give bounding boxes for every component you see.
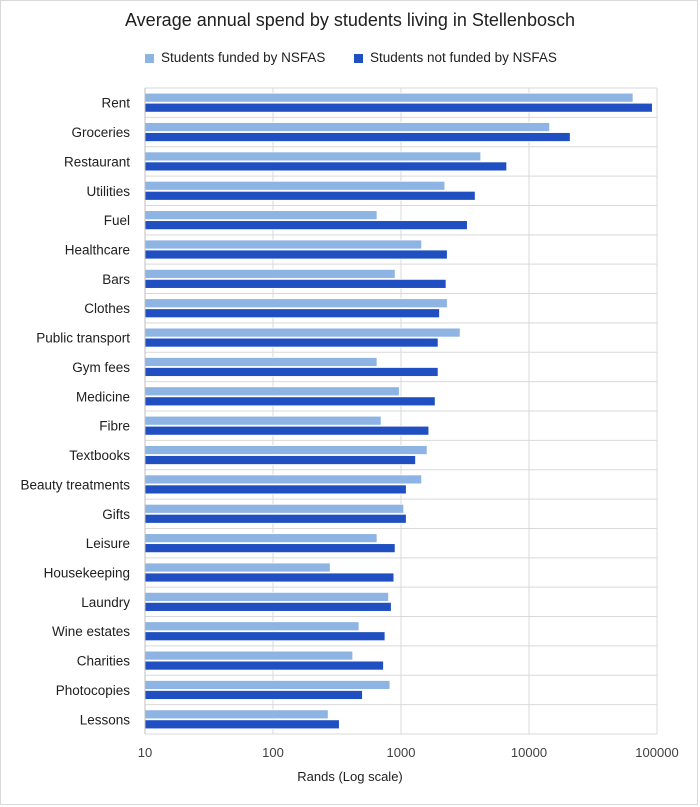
bar-funded	[144, 680, 391, 690]
category-label: Textbooks	[69, 448, 130, 463]
bar-funded	[144, 92, 634, 103]
category-label: Fibre	[99, 419, 130, 434]
category-label: Clothes	[84, 301, 130, 316]
legend-swatch-funded	[145, 54, 154, 63]
bar-not-funded	[144, 543, 396, 554]
bar-not-funded	[144, 337, 439, 348]
category-label: Lessons	[80, 712, 131, 727]
bar-funded	[144, 180, 446, 191]
x-tick-label: 1000	[387, 745, 416, 760]
category-label: Fuel	[104, 213, 130, 228]
bar-not-funded	[144, 631, 386, 642]
bar-not-funded	[144, 601, 392, 612]
gridlines	[144, 87, 658, 735]
bar-not-funded	[144, 161, 508, 172]
category-label: Public transport	[36, 331, 130, 346]
x-tick-label: 10	[138, 745, 152, 760]
bar-funded	[144, 268, 396, 279]
bar-funded	[144, 562, 331, 573]
x-tick-label: 100	[262, 745, 284, 760]
legend-label-funded: Students funded by NSFAS	[161, 50, 326, 65]
bar-funded	[144, 474, 423, 485]
chart-legend: Students funded by NSFAS Students not fu…	[0, 49, 700, 67]
category-label: Rent	[101, 96, 130, 111]
bar-funded	[144, 709, 329, 720]
bar-not-funded	[144, 132, 571, 142]
bar-not-funded	[144, 396, 436, 407]
chart-title: Average annual spend by students living …	[125, 10, 575, 30]
category-label: Bars	[102, 272, 130, 287]
bar-not-funded	[144, 278, 447, 289]
bar-funded	[144, 415, 382, 426]
bar-not-funded	[144, 367, 439, 377]
category-label: Restaurant	[64, 154, 130, 169]
category-label: Wine estates	[52, 624, 130, 639]
bar-not-funded	[144, 719, 340, 730]
category-label: Gifts	[102, 507, 130, 522]
bar-funded	[144, 210, 378, 221]
category-label: Gym fees	[72, 360, 130, 375]
bar-funded	[144, 239, 423, 250]
category-label: Medicine	[76, 389, 130, 404]
y-axis-category-labels: Rent Groceries Restaurant Utilities Fuel Heal…	[20, 96, 130, 728]
legend-label-not-funded: Students not funded by NSFAS	[370, 50, 557, 65]
x-tick-label: 10000	[511, 745, 547, 760]
bar-funded	[144, 122, 551, 132]
bar-funded	[144, 650, 354, 661]
bar-funded	[144, 503, 405, 514]
bar-not-funded	[144, 190, 476, 201]
x-tick-label: 100000	[635, 745, 678, 760]
bar-not-funded	[144, 455, 416, 465]
bar-not-funded	[144, 690, 363, 700]
bar-funded	[144, 357, 378, 367]
bar-not-funded	[144, 249, 448, 260]
bar-not-funded	[144, 660, 384, 671]
category-label: Housekeeping	[44, 566, 130, 581]
bar-not-funded	[144, 102, 653, 113]
category-label: Charities	[77, 654, 131, 669]
bar-funded	[144, 591, 389, 602]
bar-funded	[144, 621, 360, 632]
bar-funded	[144, 298, 448, 309]
bar-funded	[144, 533, 378, 544]
x-axis-title: Rands (Log scale)	[297, 769, 403, 784]
bar-funded	[144, 386, 400, 397]
legend-swatch-not-funded	[354, 54, 363, 63]
bar-not-funded	[144, 220, 468, 231]
bar-not-funded	[144, 484, 407, 495]
bar-funded	[144, 327, 461, 338]
category-label: Groceries	[71, 125, 130, 140]
bar-not-funded	[144, 572, 395, 583]
bar-not-funded	[144, 513, 407, 524]
bar-funded	[144, 151, 482, 162]
category-label: Healthcare	[65, 243, 130, 258]
category-label: Leisure	[86, 536, 130, 551]
bar-not-funded	[144, 425, 430, 436]
category-label: Photocopies	[56, 683, 131, 698]
bar-not-funded	[144, 308, 440, 319]
category-label: Utilities	[86, 184, 130, 199]
category-label: Laundry	[81, 595, 130, 610]
x-axis-ticks: 10 100 1000 10000 100000	[138, 745, 679, 760]
bar-funded	[144, 445, 428, 455]
category-label: Beauty treatments	[20, 477, 130, 492]
bars	[144, 92, 653, 730]
